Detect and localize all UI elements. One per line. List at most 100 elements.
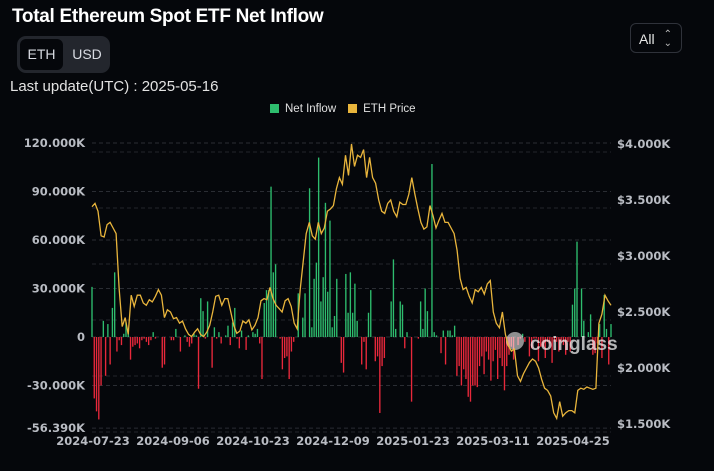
net-inflow-bar <box>506 337 508 367</box>
eth-price-line <box>91 143 612 421</box>
net-inflow-bar <box>553 337 556 342</box>
net-inflow-bar <box>109 337 111 365</box>
net-inflow-bar <box>315 262 318 337</box>
net-inflow-bar <box>404 337 406 349</box>
net-inflow-bar <box>331 327 333 337</box>
net-inflow-bar <box>154 337 157 339</box>
net-inflow-bar <box>598 324 601 337</box>
net-inflow-bar <box>179 337 182 352</box>
net-inflow-bar <box>354 283 356 337</box>
net-inflow-bar <box>240 330 243 337</box>
net-inflow-bar <box>564 337 567 355</box>
net-inflow-bar <box>322 277 324 337</box>
net-inflow-bar <box>562 337 565 346</box>
net-inflow-bar <box>533 337 535 339</box>
net-inflow-bar <box>580 288 583 337</box>
y-left-tick-label: 60.000K <box>32 233 86 247</box>
watermark: coinglass <box>530 334 618 355</box>
net-inflow-bar <box>605 328 608 337</box>
net-inflow-bar <box>172 337 175 341</box>
net-inflow-bar <box>111 307 114 337</box>
net-inflow-bar <box>200 298 202 337</box>
net-inflow-bar <box>490 337 492 381</box>
net-inflow-bar <box>163 337 166 365</box>
net-inflow-bar <box>603 294 605 337</box>
toggle-eth[interactable]: ETH <box>20 39 63 70</box>
range-select-value: All <box>639 31 655 47</box>
net-inflow-bar <box>129 337 132 360</box>
net-inflow-bar <box>288 337 290 380</box>
net-inflow-bar <box>175 328 177 337</box>
net-inflow-bar <box>596 337 599 344</box>
net-inflow-bar <box>104 337 107 376</box>
net-inflow-bar <box>444 337 447 365</box>
x-tick-label: 2025-03-11 <box>456 434 530 448</box>
net-inflow-bar <box>227 325 229 337</box>
net-inflow-bar <box>456 337 458 376</box>
net-inflow-bar <box>134 337 136 346</box>
net-inflow-bar <box>311 327 313 337</box>
net-inflow-bar <box>213 327 216 337</box>
net-inflow-bar <box>272 272 274 337</box>
net-inflow-bar <box>356 320 358 337</box>
net-inflow-bar <box>195 335 197 337</box>
legend-net-inflow[interactable]: Net Inflow <box>270 103 336 115</box>
net-inflow-bar <box>349 272 352 337</box>
legend-label: Net Inflow <box>285 103 337 115</box>
net-inflow-bar <box>125 322 127 337</box>
x-tick-label: 2024-12-09 <box>296 434 370 448</box>
net-inflow-bar <box>188 337 191 347</box>
net-inflow-bar <box>286 337 288 357</box>
net-inflow-bar <box>551 337 553 363</box>
net-inflow-bar <box>161 337 163 368</box>
net-inflow-bar <box>143 337 145 339</box>
net-inflow-bar <box>530 337 533 349</box>
net-inflow-bar <box>431 164 433 337</box>
net-inflow-bar <box>503 337 506 391</box>
net-inflow-bar <box>440 337 442 354</box>
net-inflow-bar <box>392 259 395 337</box>
net-inflow-bar <box>211 337 213 368</box>
net-inflow-bar <box>381 337 383 367</box>
legend-eth-price[interactable]: ETH Price <box>348 103 416 115</box>
net-inflow-bar <box>433 332 435 337</box>
net-inflow-bar <box>324 202 327 337</box>
net-inflow-bar <box>329 220 331 337</box>
chart-legend: Net Inflow ETH Price <box>270 103 416 115</box>
net-inflow-bar <box>528 337 531 357</box>
net-inflow-bar <box>186 337 188 342</box>
net-inflow-bar <box>120 337 123 346</box>
net-inflow-bar <box>478 337 481 367</box>
net-inflow-bar <box>410 337 413 402</box>
toggle-usd[interactable]: USD <box>72 46 102 62</box>
net-inflow-bar <box>569 337 571 352</box>
net-inflow-bar <box>367 312 370 337</box>
net-inflow-bar <box>453 325 456 337</box>
net-inflow-bar <box>583 320 585 337</box>
net-inflow-bar <box>494 337 497 350</box>
net-inflow-bar <box>542 337 544 347</box>
net-inflow-bar <box>442 330 444 337</box>
net-inflow-bar <box>333 315 336 337</box>
x-tick-label: 2025-04-25 <box>536 434 610 448</box>
net-inflow-bar <box>98 337 100 420</box>
net-inflow-bar <box>197 337 200 389</box>
net-inflow-bar <box>141 337 143 341</box>
range-select[interactable]: All ⌃ ⌄ <box>630 23 682 53</box>
net-inflow-bar <box>268 290 270 337</box>
last-update: Last update(UTC) : 2025-05-16 <box>10 78 219 95</box>
coinglass-logo-icon <box>506 332 524 350</box>
net-inflow-bar <box>320 301 322 337</box>
net-inflow-bar <box>592 337 594 355</box>
net-inflow-bar <box>351 312 354 337</box>
net-inflow-bar <box>555 337 558 342</box>
net-inflow-bar <box>567 337 569 342</box>
x-tick-label: 2024-10-23 <box>216 434 290 448</box>
legend-swatch-icon <box>348 104 358 113</box>
net-inflow-bar <box>270 186 272 337</box>
net-inflow-bar <box>95 337 98 412</box>
net-inflow-bar <box>345 273 347 337</box>
net-inflow-bar <box>467 337 469 397</box>
net-inflow-bar <box>234 307 236 337</box>
